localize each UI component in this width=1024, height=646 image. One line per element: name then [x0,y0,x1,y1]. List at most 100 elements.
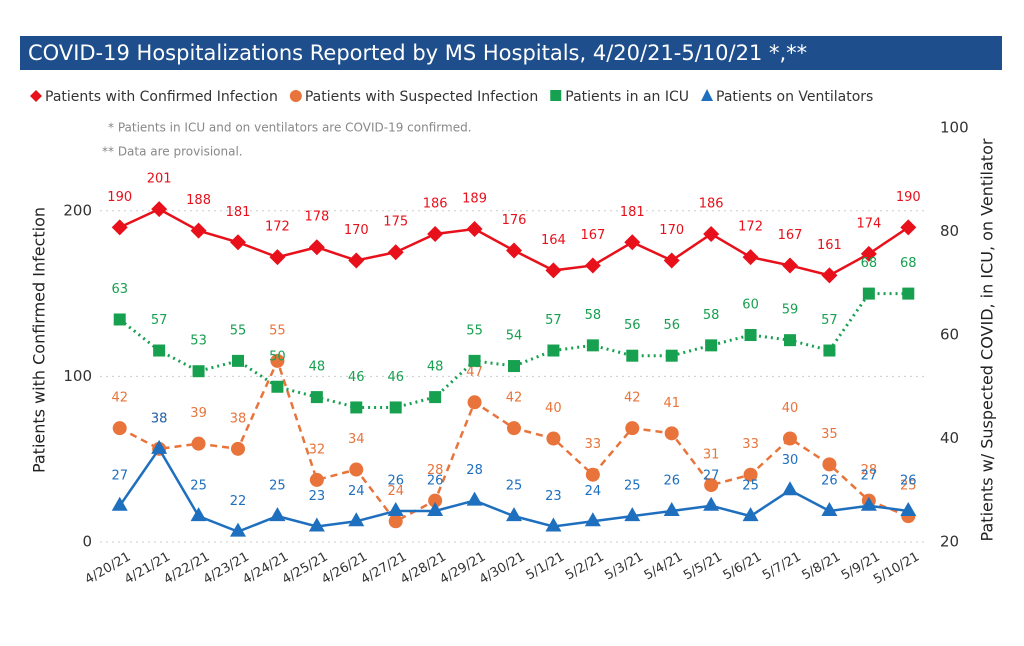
point [467,395,482,410]
point [626,349,639,362]
data-label: 25 [742,479,759,494]
point [429,391,442,404]
point [625,421,640,436]
data-label: 30 [782,453,799,468]
note: ** Data are provisional. [102,145,243,159]
legend-marker [30,90,42,102]
legend-marker [701,89,714,101]
data-label: 190 [896,190,921,205]
x-tick-label: 5/3/21 [602,550,646,584]
data-label: 23 [309,489,326,504]
legend-label: Patients with Suspected Infection [305,89,538,105]
y-tick-label: 100 [63,367,92,385]
point [270,353,285,368]
point [113,313,126,326]
y2-axis-title: Patients w/ Suspected COVID, in ICU, on … [978,138,997,541]
legend-item: Patients in an ICU [550,89,689,105]
data-label: 53 [190,334,207,349]
legend-label: Patients with Confirmed Infection [45,89,278,105]
data-label: 27 [861,468,878,483]
point [545,262,562,279]
point [782,257,798,274]
point [153,344,166,357]
point [427,501,444,516]
point [269,507,286,522]
y-tick-label: 0 [82,533,92,551]
data-label: 178 [304,210,329,225]
x-tick-label: 5/5/21 [681,550,725,584]
data-label: 68 [900,256,917,271]
y2-tick-label: 40 [940,429,959,447]
data-label: 59 [782,303,799,318]
point [151,201,168,218]
data-label: 23 [545,489,562,504]
legend-marker [289,90,302,102]
point [151,439,168,454]
data-label: 55 [466,323,483,338]
data-label: 40 [782,401,799,416]
data-label: 188 [186,193,211,208]
point [821,501,838,516]
data-label: 55 [269,323,286,338]
data-label: 58 [585,308,602,323]
point [310,391,323,404]
y2-tick-label: 60 [940,326,959,344]
data-label: 186 [699,196,724,211]
data-label: 170 [344,223,369,238]
y-tick-label: 200 [63,201,92,219]
point [742,507,759,522]
x-tick-label: 5/10/21 [871,550,922,588]
data-label: 190 [107,190,132,205]
point [111,496,128,511]
data-label: 25 [506,479,523,494]
point [584,512,601,527]
point [388,514,403,529]
point [507,421,521,436]
data-label: 28 [466,463,483,478]
y2-tick-label: 20 [940,533,959,551]
point [900,219,917,236]
data-label: 57 [151,313,168,328]
point [703,496,720,511]
point [271,380,284,393]
data-label: 56 [663,318,680,333]
data-label: 25 [624,479,641,494]
point [664,426,679,441]
point [900,501,917,516]
point [309,472,324,487]
point [232,354,244,367]
data-label: 25 [900,479,917,494]
point [742,249,759,266]
data-label: 167 [580,228,605,243]
point [584,257,601,274]
data-label: 26 [900,473,917,488]
data-label: 27 [703,468,720,483]
data-label: 28 [427,463,444,478]
data-label: 57 [821,313,838,328]
data-label: 26 [427,473,444,488]
point [703,225,720,242]
point [782,481,798,496]
data-label: 56 [624,318,641,333]
point [348,252,365,269]
point [704,478,719,493]
point [545,517,562,532]
data-label: 175 [383,215,408,230]
point [624,507,641,522]
point [111,219,128,236]
point [823,344,836,357]
x-tick-label: 5/2/21 [563,550,607,584]
legend-label: Patients on Ventilators [716,89,873,105]
point [190,222,207,239]
y2-tick-label: 100 [940,119,969,137]
data-label: 39 [190,406,207,421]
data-label: 46 [387,370,404,385]
point [663,252,680,269]
x-tick-label: 4/30/21 [477,550,528,588]
data-label: 25 [269,479,286,494]
point [112,421,127,436]
x-tick-label: 5/8/21 [799,550,843,584]
point [427,225,444,242]
data-label: 24 [387,484,404,499]
